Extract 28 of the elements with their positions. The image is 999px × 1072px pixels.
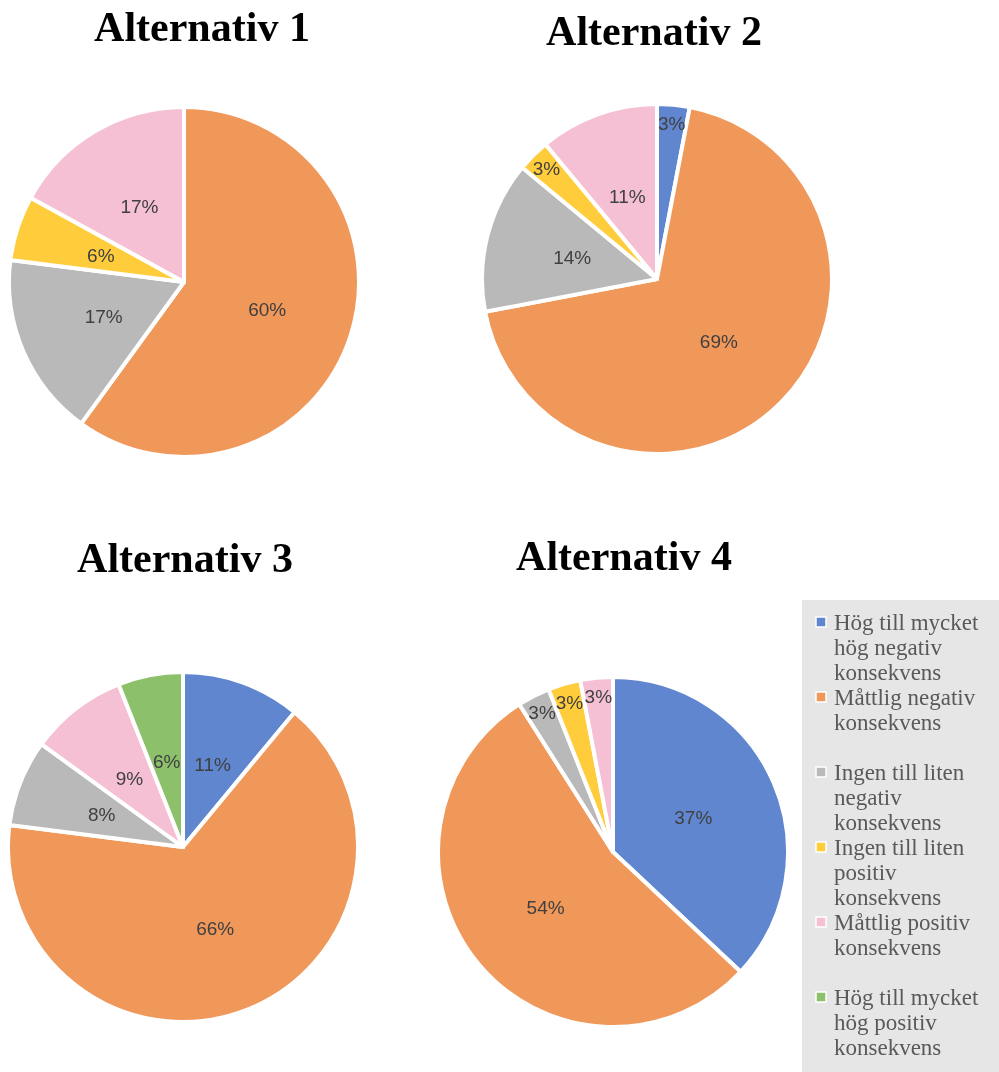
- data-label: 60%: [248, 298, 287, 320]
- legend-label: Ingen till liten positiv konsekvens: [834, 835, 965, 910]
- chart-title: Alternativ 3: [77, 535, 293, 581]
- data-label: 3%: [584, 686, 613, 708]
- legend-label: Ingen till liten negativ konsekvens: [834, 760, 965, 835]
- data-label: 3%: [528, 702, 556, 724]
- legend-label: Måttlig negativ konsekvens: [834, 685, 976, 735]
- legend-label: Hög till mycket hög positiv konsekvens: [834, 985, 979, 1060]
- data-label: 54%: [526, 897, 565, 919]
- data-label: 66%: [196, 918, 235, 940]
- data-label: 8%: [87, 804, 116, 826]
- data-label: 6%: [87, 244, 115, 266]
- data-label: 37%: [674, 806, 713, 828]
- data-label: 17%: [120, 196, 159, 218]
- data-label: 3%: [657, 113, 686, 135]
- data-label: 6%: [152, 750, 181, 772]
- data-label: 14%: [553, 246, 592, 268]
- data-label: 3%: [532, 158, 561, 180]
- data-label: 17%: [84, 306, 123, 328]
- legend-label: Måttlig positiv konsekvens: [834, 910, 971, 960]
- data-label: 11%: [609, 186, 646, 208]
- chart-title: Alternativ 2: [546, 8, 762, 54]
- chart-title: Alternativ 4: [516, 533, 732, 579]
- data-label: 69%: [699, 330, 738, 352]
- chart-title: Alternativ 1: [94, 4, 310, 50]
- data-label: 9%: [115, 767, 144, 789]
- data-label: 11%: [194, 754, 232, 776]
- legend-label: Hög till mycket hög negativ konsekvens: [834, 610, 979, 685]
